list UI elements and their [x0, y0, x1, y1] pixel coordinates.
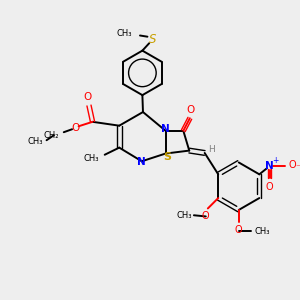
Text: CH₃: CH₃ — [116, 28, 132, 38]
Text: N: N — [265, 161, 274, 171]
Text: CH₃: CH₃ — [84, 154, 99, 163]
Text: O: O — [186, 105, 195, 115]
Text: O: O — [202, 212, 210, 221]
Text: CH₃: CH₃ — [28, 137, 43, 146]
Text: CH₂: CH₂ — [43, 131, 59, 140]
Text: S: S — [149, 33, 157, 46]
Text: CH₃: CH₃ — [254, 227, 270, 236]
Text: O: O — [71, 123, 80, 133]
Text: CH₃: CH₃ — [176, 211, 191, 220]
Text: N: N — [161, 124, 170, 134]
Text: S: S — [164, 152, 172, 161]
Text: O: O — [235, 225, 243, 235]
Text: O: O — [288, 160, 296, 170]
Text: O: O — [83, 92, 92, 102]
Text: H: H — [208, 145, 215, 154]
Text: ⁻: ⁻ — [296, 163, 300, 172]
Text: N: N — [137, 158, 146, 167]
Text: O: O — [266, 182, 274, 192]
Text: +: + — [272, 156, 279, 165]
